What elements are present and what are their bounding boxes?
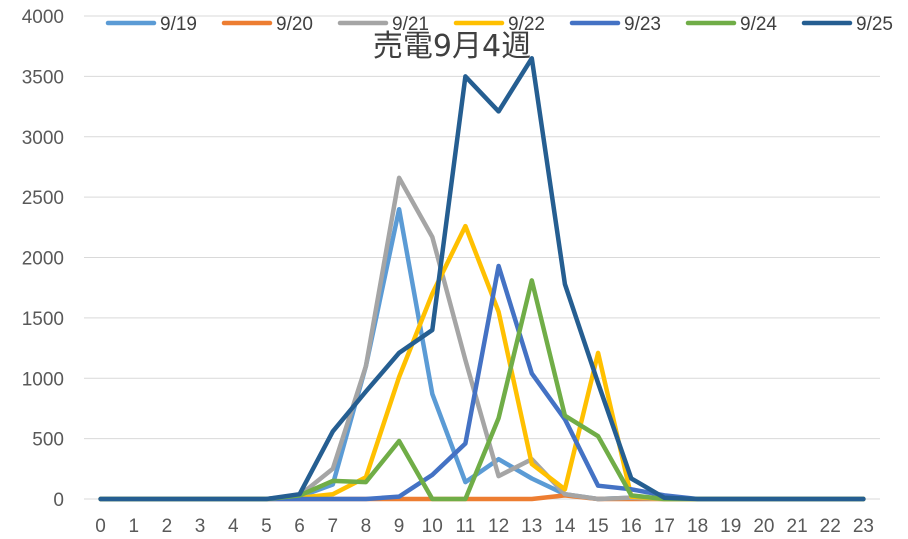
- x-tick-label: 12: [488, 516, 509, 537]
- y-tick-label: 500: [32, 430, 64, 451]
- x-tick-label: 18: [687, 516, 708, 537]
- x-tick-label: 4: [228, 516, 239, 537]
- x-tick-label: 22: [820, 516, 841, 537]
- x-tick-label: 9: [394, 516, 405, 537]
- x-tick-label: 20: [753, 516, 774, 537]
- y-tick-label: 1500: [22, 309, 64, 330]
- y-tick-label: 2500: [22, 188, 64, 209]
- legend-label: 9/23: [624, 14, 661, 35]
- legend-label: 9/22: [508, 14, 545, 35]
- y-tick-label: 3000: [22, 128, 64, 149]
- series-line-9-21: [98, 175, 866, 502]
- legend-label: 9/25: [856, 14, 893, 35]
- legend: 9/19 9/20 9/21 9/22 9/23 9/24 9/25: [105, 14, 893, 35]
- series-line-9-25: [98, 56, 866, 502]
- gridlines: [84, 15, 880, 500]
- y-tick-label: 0: [53, 490, 64, 511]
- y-tick-label: 1000: [22, 369, 64, 390]
- x-tick-label: 11: [456, 516, 476, 537]
- x-tick-label: 13: [521, 516, 542, 537]
- legend-label: 9/21: [392, 14, 429, 35]
- legend-label: 9/20: [276, 14, 313, 35]
- y-tick-label: 4000: [22, 7, 64, 28]
- x-tick-label: 6: [294, 516, 305, 537]
- x-tick-label: 0: [95, 516, 106, 537]
- legend-label: 9/19: [160, 14, 197, 35]
- x-tick-label: 7: [327, 516, 338, 537]
- series-line-9-24: [98, 278, 866, 502]
- x-tick-label: 21: [787, 516, 808, 537]
- x-tick-label: 19: [720, 516, 741, 537]
- x-tick-label: 14: [554, 516, 576, 537]
- legend-label: 9/24: [740, 14, 777, 35]
- series-lines: [98, 56, 866, 502]
- x-tick-label: 1: [128, 516, 139, 537]
- y-tick-label: 2000: [22, 249, 64, 270]
- x-tick-label: 5: [261, 516, 272, 537]
- x-tick-label: 23: [853, 516, 874, 537]
- x-tick-label: 17: [654, 516, 675, 537]
- x-tick-label: 15: [588, 516, 609, 537]
- x-tick-label: 16: [621, 516, 642, 537]
- x-tick-label: 8: [361, 516, 372, 537]
- x-tick-label: 3: [195, 516, 206, 537]
- chart-title: 売電9月4週: [373, 29, 531, 64]
- x-tick-label: 2: [162, 516, 173, 537]
- y-tick-label: 3500: [22, 67, 64, 88]
- x-tick-label: 10: [422, 516, 443, 537]
